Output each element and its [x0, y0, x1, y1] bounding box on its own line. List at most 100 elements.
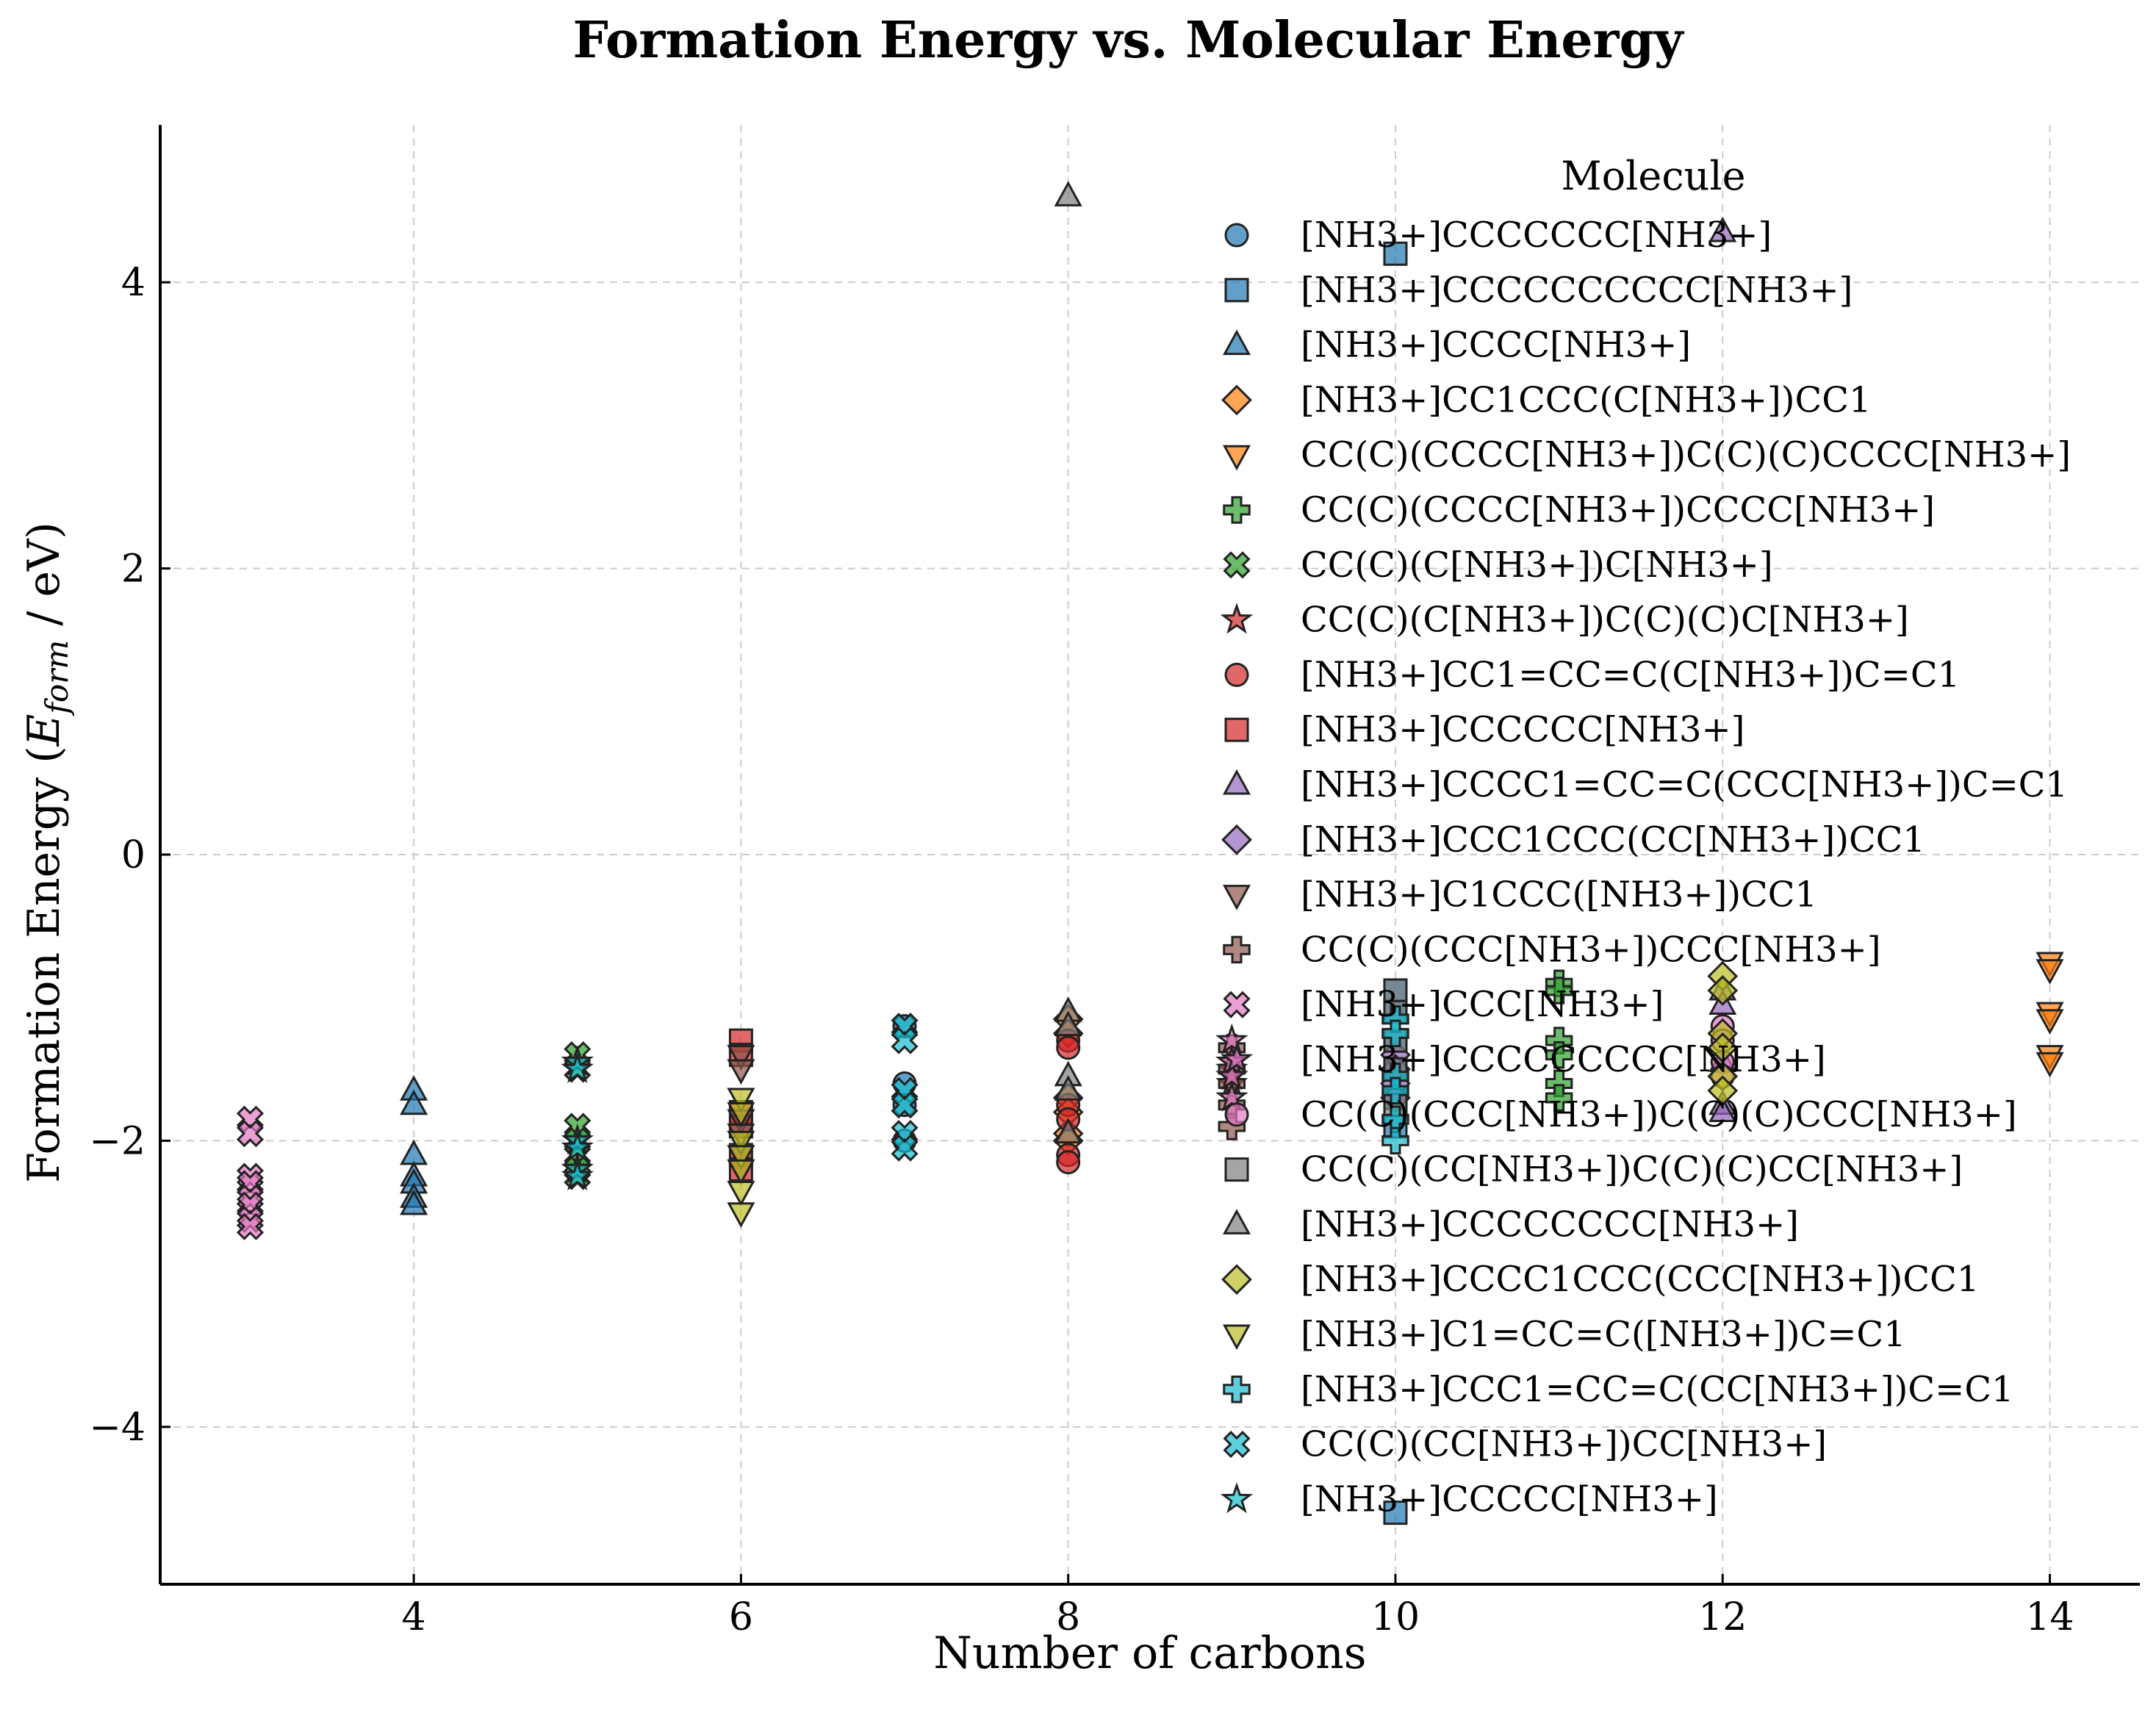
legend-label: [NH3+]CCC[NH3+]: [1301, 984, 1664, 1025]
series-group: [1054, 181, 1082, 1144]
data-point: [891, 1027, 919, 1054]
data-point: [1054, 1010, 1082, 1037]
data-point: [561, 1052, 594, 1083]
series-group: [400, 1075, 428, 1215]
legend-label: [NH3+]CCCCCCCCC[NH3+]: [1301, 1039, 1826, 1080]
data-point: [727, 1145, 755, 1171]
data-point: [1545, 977, 1573, 1004]
legend-label: [NH3+]CCCCCC[NH3+]: [1301, 709, 1745, 750]
series-group: [2035, 952, 2064, 1078]
data-point: [891, 1134, 919, 1162]
legend: Molecule [NH3+]CCCCCCC[NH3+] [NH3+]CCCCCCC…: [1220, 153, 2071, 1520]
data-point: [400, 1139, 428, 1165]
legend-label: [NH3+]CCCC1=CC=C(CCC[NH3+])C=C1: [1301, 764, 2068, 805]
y-tick-label: −2: [89, 1119, 145, 1163]
series-group: [1707, 960, 1739, 1107]
legend-marker: [1220, 1042, 1254, 1074]
x-tick-label: 10: [1371, 1595, 1420, 1639]
data-point: [1381, 1126, 1409, 1155]
legend-marker: [1224, 717, 1249, 742]
legend-marker: [1222, 445, 1251, 471]
legend-marker: [1222, 1324, 1251, 1351]
data-point: [2035, 1009, 2064, 1035]
data-point: [727, 1181, 755, 1207]
legend-marker: [1223, 991, 1251, 1018]
x-tick-label: 14: [2025, 1595, 2074, 1639]
legend-label: [NH3+]CC1=CC=C(C[NH3+])C=C1: [1301, 654, 1960, 695]
series-group: [1545, 969, 1573, 1112]
legend-label: [NH3+]CCCCCCCC[NH3+]: [1301, 1204, 1799, 1245]
data-point: [1056, 1035, 1081, 1060]
series-group: [727, 1088, 755, 1228]
legend-label: CC(C)(CCCC[NH3+])CCCC[NH3+]: [1301, 489, 1935, 531]
legend-label: CC(C)(CCC[NH3+])C(C)(C)CCC[NH3+]: [1301, 1094, 2017, 1135]
legend-label: [NH3+]CC1CCC(C[NH3+])CC1: [1301, 379, 1871, 420]
data-point: [727, 1059, 755, 1085]
data-point: [2035, 959, 2064, 985]
y-axis-label-main: Formation Energy (: [18, 746, 70, 1182]
data-point: [1707, 975, 1739, 1006]
legend-marker: [1221, 384, 1252, 416]
x-tick-label: 6: [729, 1595, 753, 1639]
legend-label: CC(C)(CC[NH3+])CC[NH3+]: [1301, 1424, 1827, 1465]
y-axis-label-symbol: E: [18, 714, 70, 747]
x-axis-label: Number of carbons: [933, 1628, 1366, 1679]
data-point: [400, 1089, 428, 1115]
legend-marker: [1222, 1209, 1251, 1234]
data-point: [1708, 216, 1737, 242]
legend-label: [NH3+]CCCCCCCCCC[NH3+]: [1301, 270, 1853, 311]
y-axis-label-unit: / eV): [18, 522, 70, 640]
x-tick-label: 4: [402, 1595, 426, 1639]
y-tick-label: −4: [89, 1406, 145, 1450]
data-point: [1545, 1040, 1573, 1069]
legend-marker: [1224, 662, 1249, 687]
x-tick-label: 12: [1698, 1595, 1747, 1639]
legend-marker: [1223, 935, 1251, 964]
data-point: [1383, 978, 1408, 1003]
chart-title: Formation Energy vs. Molecular Energy: [572, 11, 1685, 70]
series-group: [891, 1013, 919, 1162]
legend-label: [NH3+]C1=CC=C([NH3+])C=C1: [1301, 1314, 1906, 1355]
data-point: [727, 1159, 755, 1185]
legend-marker: [1224, 1157, 1249, 1182]
data-point: [727, 1101, 755, 1128]
legend-label: CC(C)(CCC[NH3+])CCC[NH3+]: [1301, 929, 1881, 970]
x-tick-label: 8: [1056, 1595, 1080, 1639]
legend-marker: [1224, 278, 1249, 303]
legend-marker: [1224, 223, 1249, 248]
legend-title: Molecule: [1561, 153, 1745, 199]
data-point: [891, 1091, 919, 1119]
data-point: [236, 1212, 265, 1240]
data-point: [1054, 1075, 1082, 1101]
legend-label: [NH3+]CCCC1CCC(CCC[NH3+])CC1: [1301, 1259, 1979, 1300]
legend-label: [NH3+]C1CCC([NH3+])CC1: [1301, 874, 1817, 916]
data-point: [1545, 1084, 1573, 1112]
data-point: [727, 1130, 755, 1157]
data-point: [400, 1189, 428, 1215]
data-point: [1381, 1077, 1409, 1105]
data-point: [1054, 181, 1082, 206]
legend-label: CC(C)(C[NH3+])C[NH3+]: [1301, 544, 1773, 586]
legend-marker: [1221, 824, 1252, 855]
data-point: [1056, 1150, 1081, 1175]
legend-label: [NH3+]CCC1CCC(CC[NH3+])CC1: [1301, 819, 1925, 860]
y-axis-label-subscript: form: [39, 640, 75, 716]
data-point: [727, 1045, 755, 1071]
legend-label: CC(C)(CCCC[NH3+])C(C)(C)CCCC[NH3+]: [1301, 434, 2071, 475]
y-tick-label: 2: [121, 547, 145, 592]
data-point: [1383, 1500, 1408, 1525]
data-point: [727, 1088, 755, 1114]
legend-label: [NH3+]CCC1=CC=C(CC[NH3+])C=C1: [1301, 1369, 2014, 1410]
data-point: [1215, 1080, 1248, 1112]
data-point: [1381, 1019, 1409, 1048]
data-point: [1708, 1096, 1737, 1122]
y-tick-label: 0: [121, 833, 145, 877]
data-point: [561, 1159, 594, 1190]
legend-marker: [1222, 329, 1251, 356]
data-point: [1054, 1118, 1082, 1144]
series-group: [1381, 1005, 1409, 1155]
gridlines: [160, 125, 2140, 1584]
legend-marker: [1220, 1482, 1254, 1514]
